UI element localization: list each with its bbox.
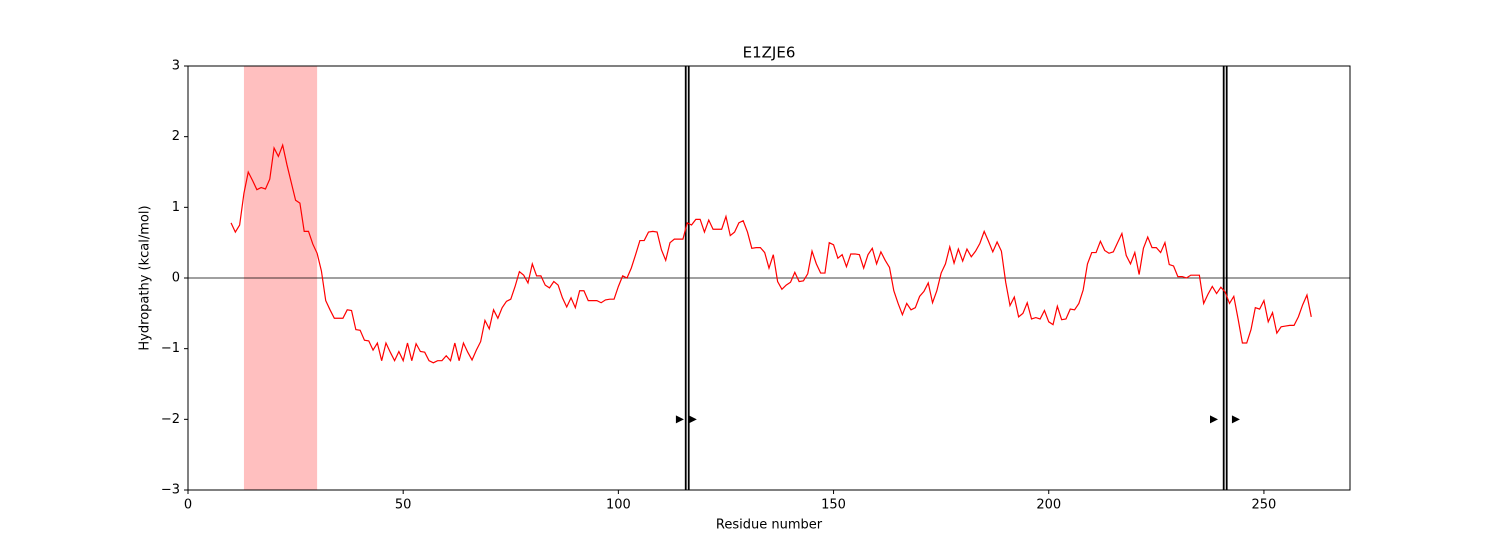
marker [1231, 415, 1240, 424]
y-tick-label: 2 [172, 129, 180, 144]
y-tick-label: 1 [172, 200, 180, 215]
marker [675, 415, 684, 424]
y-tick-label: −1 [161, 341, 180, 356]
y-axis-label: Hydropathy (kcal/mol) [138, 205, 153, 350]
marker [688, 415, 697, 424]
y-tick-label: 0 [172, 271, 180, 286]
data-line [230, 143, 1312, 364]
x-tick-label: 200 [1036, 498, 1061, 513]
y-tick-label: −2 [161, 412, 180, 427]
x-tick-label: 50 [395, 498, 412, 513]
x-tick-label: 150 [821, 498, 846, 513]
x-axis-label: Residue number [716, 518, 823, 533]
x-tick-label: 100 [606, 498, 631, 513]
marker [1210, 415, 1219, 424]
x-tick-label: 0 [184, 498, 192, 513]
y-tick-label: −3 [161, 483, 180, 498]
x-tick-label: 250 [1252, 498, 1277, 513]
y-tick-label: 3 [172, 59, 180, 74]
chart-title: E1ZJE6 [743, 44, 796, 62]
